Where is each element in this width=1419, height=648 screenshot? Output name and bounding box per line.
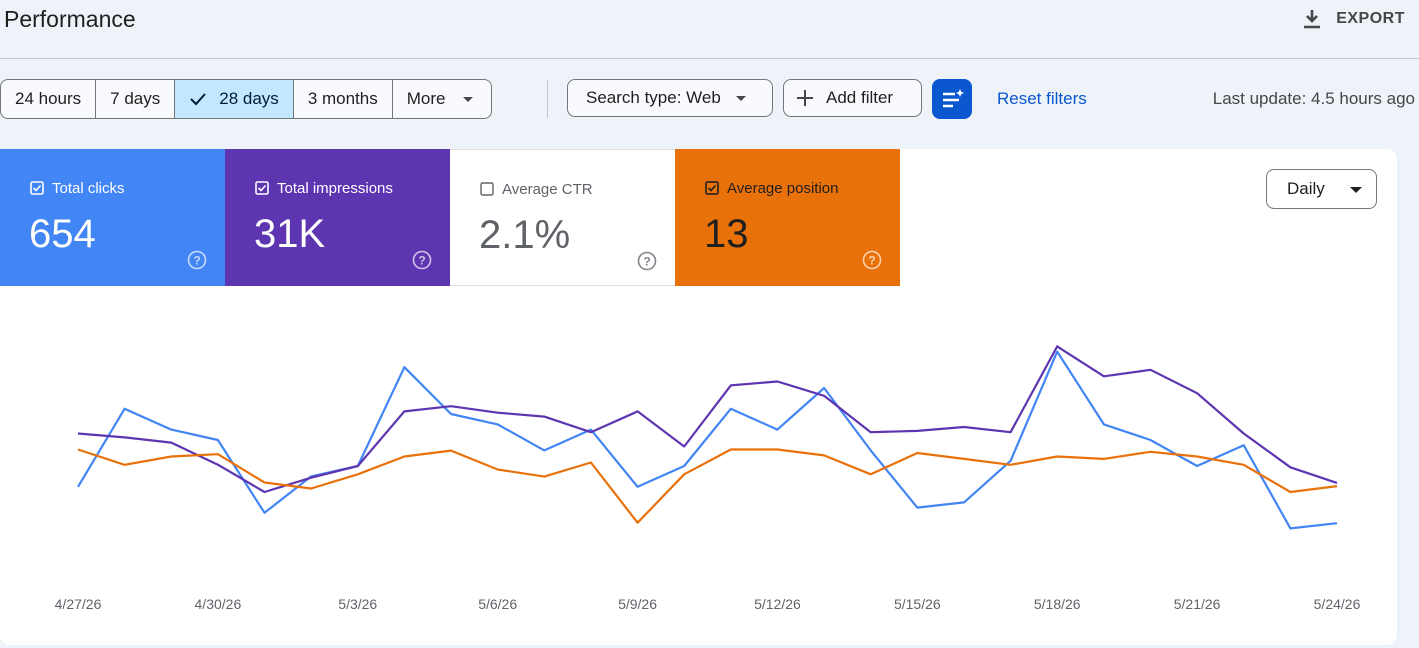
checkbox[interactable] (705, 181, 719, 195)
help-icon[interactable]: ? (412, 250, 432, 270)
filter-icon-button[interactable] (932, 79, 972, 119)
help-icon[interactable]: ? (862, 250, 882, 270)
metric-value: 654 (29, 212, 96, 256)
dropdown-arrow (1349, 187, 1362, 193)
range-option[interactable]: 28 days (175, 80, 294, 118)
metric-label: Total impressions (277, 180, 393, 197)
svg-text:?: ? (418, 254, 425, 268)
x-tick-label: 4/30/26 (195, 596, 242, 612)
series-line (77, 448, 1338, 524)
svg-text:?: ? (868, 254, 875, 268)
checkbox[interactable] (255, 181, 269, 195)
metric-card[interactable]: Total impressions 31K? (225, 149, 450, 286)
checkbox[interactable] (30, 181, 44, 195)
series-line (77, 350, 1338, 530)
x-tick-label: 4/27/26 (55, 596, 102, 612)
range-label: 24 hours (15, 89, 82, 108)
last-update: Last update: 4.5 hours ago (1212, 89, 1415, 108)
range-label: 7 days (110, 89, 161, 108)
dropdown-arrow (735, 96, 746, 101)
x-tick-label: 5/18/26 (1034, 596, 1081, 612)
help-icon[interactable]: ? (637, 251, 657, 271)
date-range-group: 24 hours 7 days 28 days 3 months More (0, 79, 493, 119)
series-line (77, 345, 1338, 494)
export-icon (1304, 10, 1321, 29)
metric-value: 31K (254, 212, 326, 256)
x-tick-label: 5/15/26 (894, 596, 941, 612)
search-type-label: Search type: Web (586, 88, 721, 107)
export-label: EXPORT (1336, 10, 1405, 27)
metric-card[interactable]: Total clicks 654? (0, 149, 225, 286)
search-type-button[interactable]: Search type: Web (567, 79, 773, 117)
plus-icon (797, 90, 813, 106)
x-tick-label: 5/6/26 (478, 596, 517, 612)
check-icon (190, 93, 207, 106)
x-tick-label: 5/24/26 (1314, 596, 1361, 612)
metric-label: Average position (727, 180, 839, 197)
range-option[interactable]: 7 days (96, 80, 176, 118)
export-button[interactable]: EXPORT (1302, 8, 1405, 30)
granularity-label: Daily (1287, 179, 1325, 198)
x-tick-label: 5/21/26 (1174, 596, 1221, 612)
metric-label: Total clicks (52, 180, 125, 197)
range-label: 3 months (307, 89, 378, 108)
range-option[interactable]: More (393, 80, 492, 118)
checkbox[interactable] (480, 182, 494, 196)
x-tick-label: 5/9/26 (618, 596, 657, 612)
metric-card[interactable]: Average position 13? (675, 149, 900, 286)
range-option[interactable]: 3 months (294, 80, 393, 118)
svg-text:?: ? (193, 254, 200, 268)
metric-value: 13 (704, 212, 749, 256)
x-tick-label: 5/12/26 (754, 596, 801, 612)
range-label: 28 days (219, 89, 279, 108)
page-title: Performance (4, 6, 136, 32)
separator (547, 80, 548, 118)
metric-label: Average CTR (502, 181, 593, 198)
help-icon[interactable]: ? (187, 250, 207, 270)
add-filter-button[interactable]: Add filter (783, 79, 922, 117)
metric-value: 2.1% (479, 213, 571, 257)
filter-icon (943, 89, 964, 108)
add-filter-label: Add filter (826, 88, 894, 107)
metric-card[interactable]: Average CTR 2.1%? (450, 149, 675, 286)
range-option[interactable]: 24 hours (1, 80, 97, 118)
range-label: More (406, 89, 446, 108)
dropdown-arrow (463, 97, 474, 102)
granularity-dropdown[interactable]: Daily (1266, 169, 1377, 209)
svg-text:?: ? (643, 255, 650, 269)
reset-filters-link[interactable]: Reset filters (997, 89, 1087, 108)
divider (0, 58, 1419, 59)
x-tick-label: 5/3/26 (338, 596, 377, 612)
